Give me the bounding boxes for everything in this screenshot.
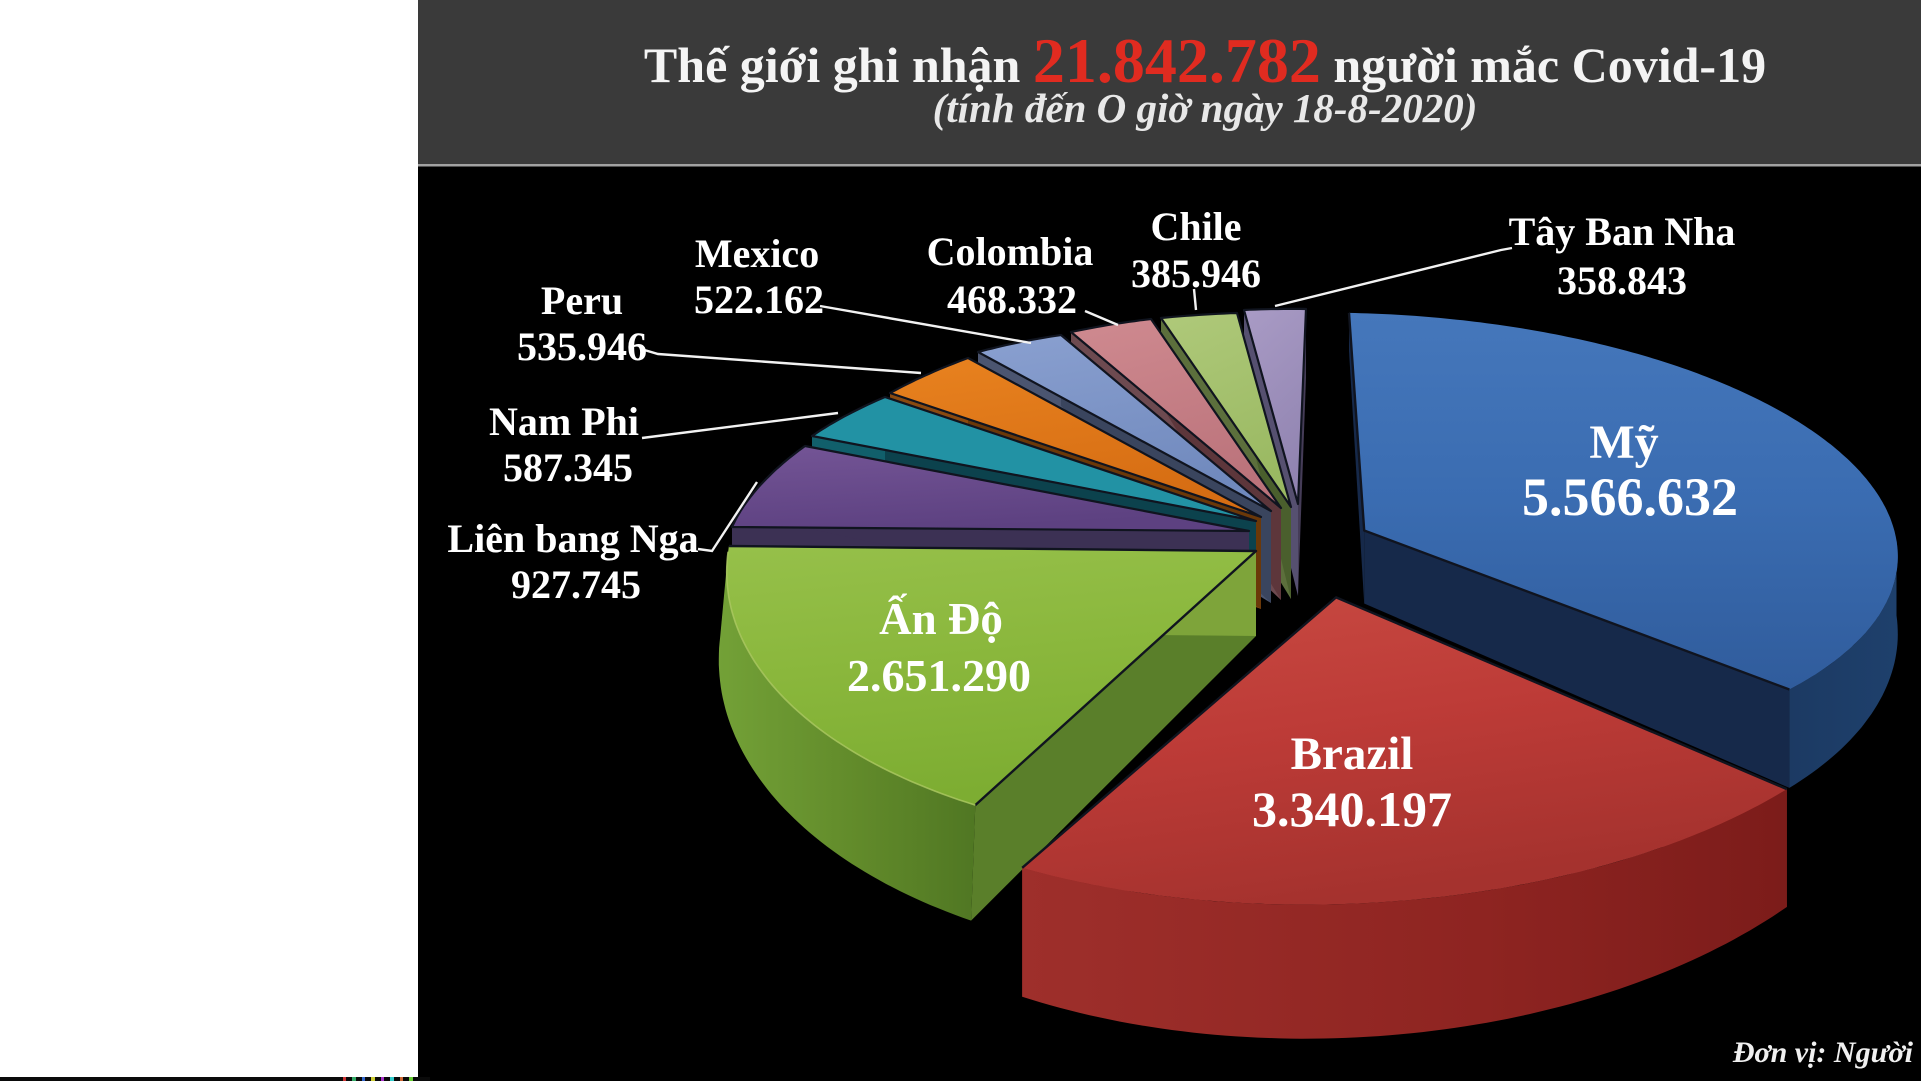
svg-text:5.566.632: 5.566.632 xyxy=(1522,467,1738,527)
svg-text:Tây Ban Nha: Tây Ban Nha xyxy=(1509,209,1736,254)
svg-text:Brazil: Brazil xyxy=(1291,728,1414,780)
svg-text:522.162: 522.162 xyxy=(694,277,824,322)
svg-text:(tính đến O giờ ngày 18-8-2020: (tính đến O giờ ngày 18-8-2020) xyxy=(933,85,1478,131)
svg-text:Peru: Peru xyxy=(541,278,623,323)
svg-text:385.946: 385.946 xyxy=(1131,251,1261,296)
svg-text:Ấn Độ: Ấn Độ xyxy=(879,594,1003,644)
svg-text:358.843: 358.843 xyxy=(1557,258,1687,303)
svg-text:535.946: 535.946 xyxy=(517,324,647,369)
svg-text:927.745: 927.745 xyxy=(511,562,641,607)
svg-text:468.332: 468.332 xyxy=(947,277,1077,322)
svg-text:3.340.197: 3.340.197 xyxy=(1252,781,1452,837)
svg-text:Đơn vị: Người: Đơn vị: Người xyxy=(1732,1036,1914,1069)
svg-text:587.345: 587.345 xyxy=(503,445,633,490)
svg-text:Liên bang Nga: Liên bang Nga xyxy=(447,516,698,561)
svg-text:Nam Phi: Nam Phi xyxy=(489,399,639,444)
svg-text:Chile: Chile xyxy=(1150,204,1241,249)
svg-text:Colombia: Colombia xyxy=(927,229,1094,274)
svg-text:Mỹ: Mỹ xyxy=(1589,416,1658,469)
svg-text:Thế giới ghi nhận 21.842.782 n: Thế giới ghi nhận 21.842.782 người mắc C… xyxy=(644,25,1766,96)
svg-text:Mexico: Mexico xyxy=(695,231,819,276)
svg-text:2.651.290: 2.651.290 xyxy=(847,650,1031,701)
